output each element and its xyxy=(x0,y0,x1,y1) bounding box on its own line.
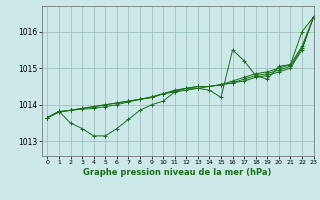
X-axis label: Graphe pression niveau de la mer (hPa): Graphe pression niveau de la mer (hPa) xyxy=(84,168,272,177)
